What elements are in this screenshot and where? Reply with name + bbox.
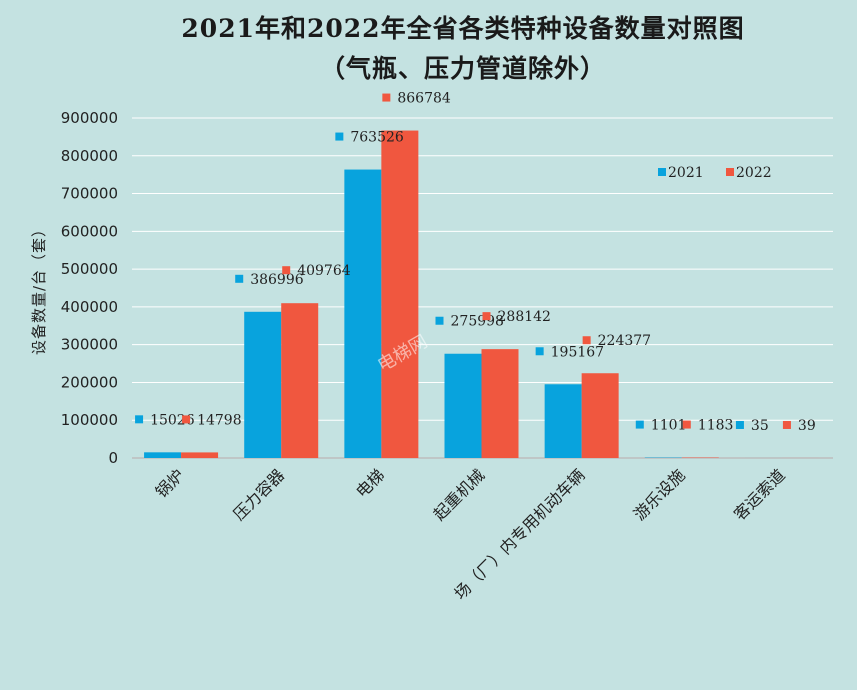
y-tick-label: 800000	[61, 147, 118, 165]
data-label-2022-1: 409764	[282, 263, 351, 279]
data-label-text: 195167	[551, 344, 604, 360]
data-label-text: 39	[798, 418, 816, 434]
legend-swatch	[658, 168, 666, 176]
y-tick-label: 700000	[61, 185, 118, 203]
data-label-text: 1101	[651, 418, 687, 434]
bars	[144, 130, 819, 459]
category-label: 客运索道	[730, 465, 789, 524]
data-label-2022-4: 224377	[582, 333, 651, 349]
bar-2022-1	[281, 303, 319, 458]
category-label: 压力容器	[229, 465, 288, 524]
data-label-2021-2: 763526	[335, 130, 404, 146]
data-label-marker	[282, 266, 291, 275]
category-label: 锅炉	[152, 465, 188, 501]
y-tick-label: 300000	[61, 336, 118, 354]
data-label-2021-4: 195167	[535, 344, 604, 360]
data-label-text: 866784	[397, 91, 451, 107]
data-label-marker	[335, 132, 344, 141]
data-label-marker	[235, 274, 244, 283]
data-label-2022-2: 866784	[382, 91, 451, 107]
data-label-2021-5: 1101	[635, 418, 687, 434]
data-label-text: 35	[751, 418, 769, 434]
data-label-2021-3: 275998	[435, 314, 504, 330]
legend-swatch	[726, 168, 734, 176]
y-tick-label: 200000	[61, 373, 118, 391]
bar-2021-3	[444, 353, 482, 458]
data-label-marker	[582, 336, 591, 345]
data-label-2022-3: 288142	[482, 309, 551, 325]
data-label-marker	[735, 420, 744, 429]
y-axis-ticks: 0 100000 200000 300000 400000 500000 600000 700…	[61, 109, 118, 467]
y-tick-label: 900000	[61, 109, 118, 127]
bar-2022-3	[481, 349, 519, 458]
data-label-text: 14798	[197, 412, 242, 428]
data-label-text: 386996	[250, 272, 304, 288]
bar-2022-4	[581, 373, 619, 458]
data-label-marker	[482, 312, 491, 321]
y-tick-label: 0	[108, 449, 118, 467]
y-tick-label: 500000	[61, 260, 118, 278]
y-axis-label: 设备数量/台（套）	[30, 221, 48, 355]
data-label-marker	[782, 420, 791, 429]
data-label-marker	[382, 93, 391, 102]
chart-title: 2021年和2022年全省各类特种设备数量对照图	[181, 14, 744, 43]
data-label-2021-1: 386996	[235, 272, 304, 288]
data-label-2022-6: 39	[782, 418, 816, 434]
bar-2021-1	[244, 311, 282, 458]
y-tick-label: 600000	[61, 222, 118, 240]
data-label-marker	[135, 415, 144, 424]
chart-subtitle: （气瓶、压力管道除外）	[320, 54, 606, 83]
data-label-marker	[682, 420, 691, 429]
bar-2021-0	[144, 452, 182, 458]
data-label-text: 763526	[350, 130, 404, 146]
category-label: 起重机械	[430, 465, 489, 524]
data-label-text: 409764	[297, 263, 351, 279]
data-label-marker	[182, 415, 191, 424]
data-label-2022-0: 14798	[182, 412, 242, 428]
data-label-marker	[635, 420, 644, 429]
bar-2021-2	[344, 169, 382, 459]
data-label-2021-6: 35	[735, 418, 769, 434]
data-label-text: 224377	[598, 333, 651, 349]
y-tick-label: 400000	[61, 298, 118, 316]
y-tick-label: 100000	[61, 411, 118, 429]
legend-item-2021: 2021	[658, 165, 704, 181]
bar-2022-2	[381, 130, 419, 458]
bar-2022-0	[181, 452, 219, 458]
bar-2021-4	[544, 384, 582, 458]
data-label-marker	[435, 316, 444, 325]
data-label-2022-5: 1183	[682, 418, 734, 434]
data-label-text: 275998	[451, 314, 504, 330]
legend-label: 2022	[736, 165, 772, 181]
legend-label: 2021	[668, 165, 704, 181]
data-labels: 15026 14798386996409764763526866784275998…	[135, 91, 816, 434]
data-label-text: 1183	[698, 418, 734, 434]
data-label-text: 288142	[498, 309, 551, 325]
category-label: 电梯	[352, 465, 388, 501]
data-label-marker	[535, 347, 544, 356]
category-label: 游乐设施	[630, 465, 689, 524]
legend-item-2022: 2022	[726, 165, 772, 181]
legend: 2021 2022	[658, 165, 772, 181]
